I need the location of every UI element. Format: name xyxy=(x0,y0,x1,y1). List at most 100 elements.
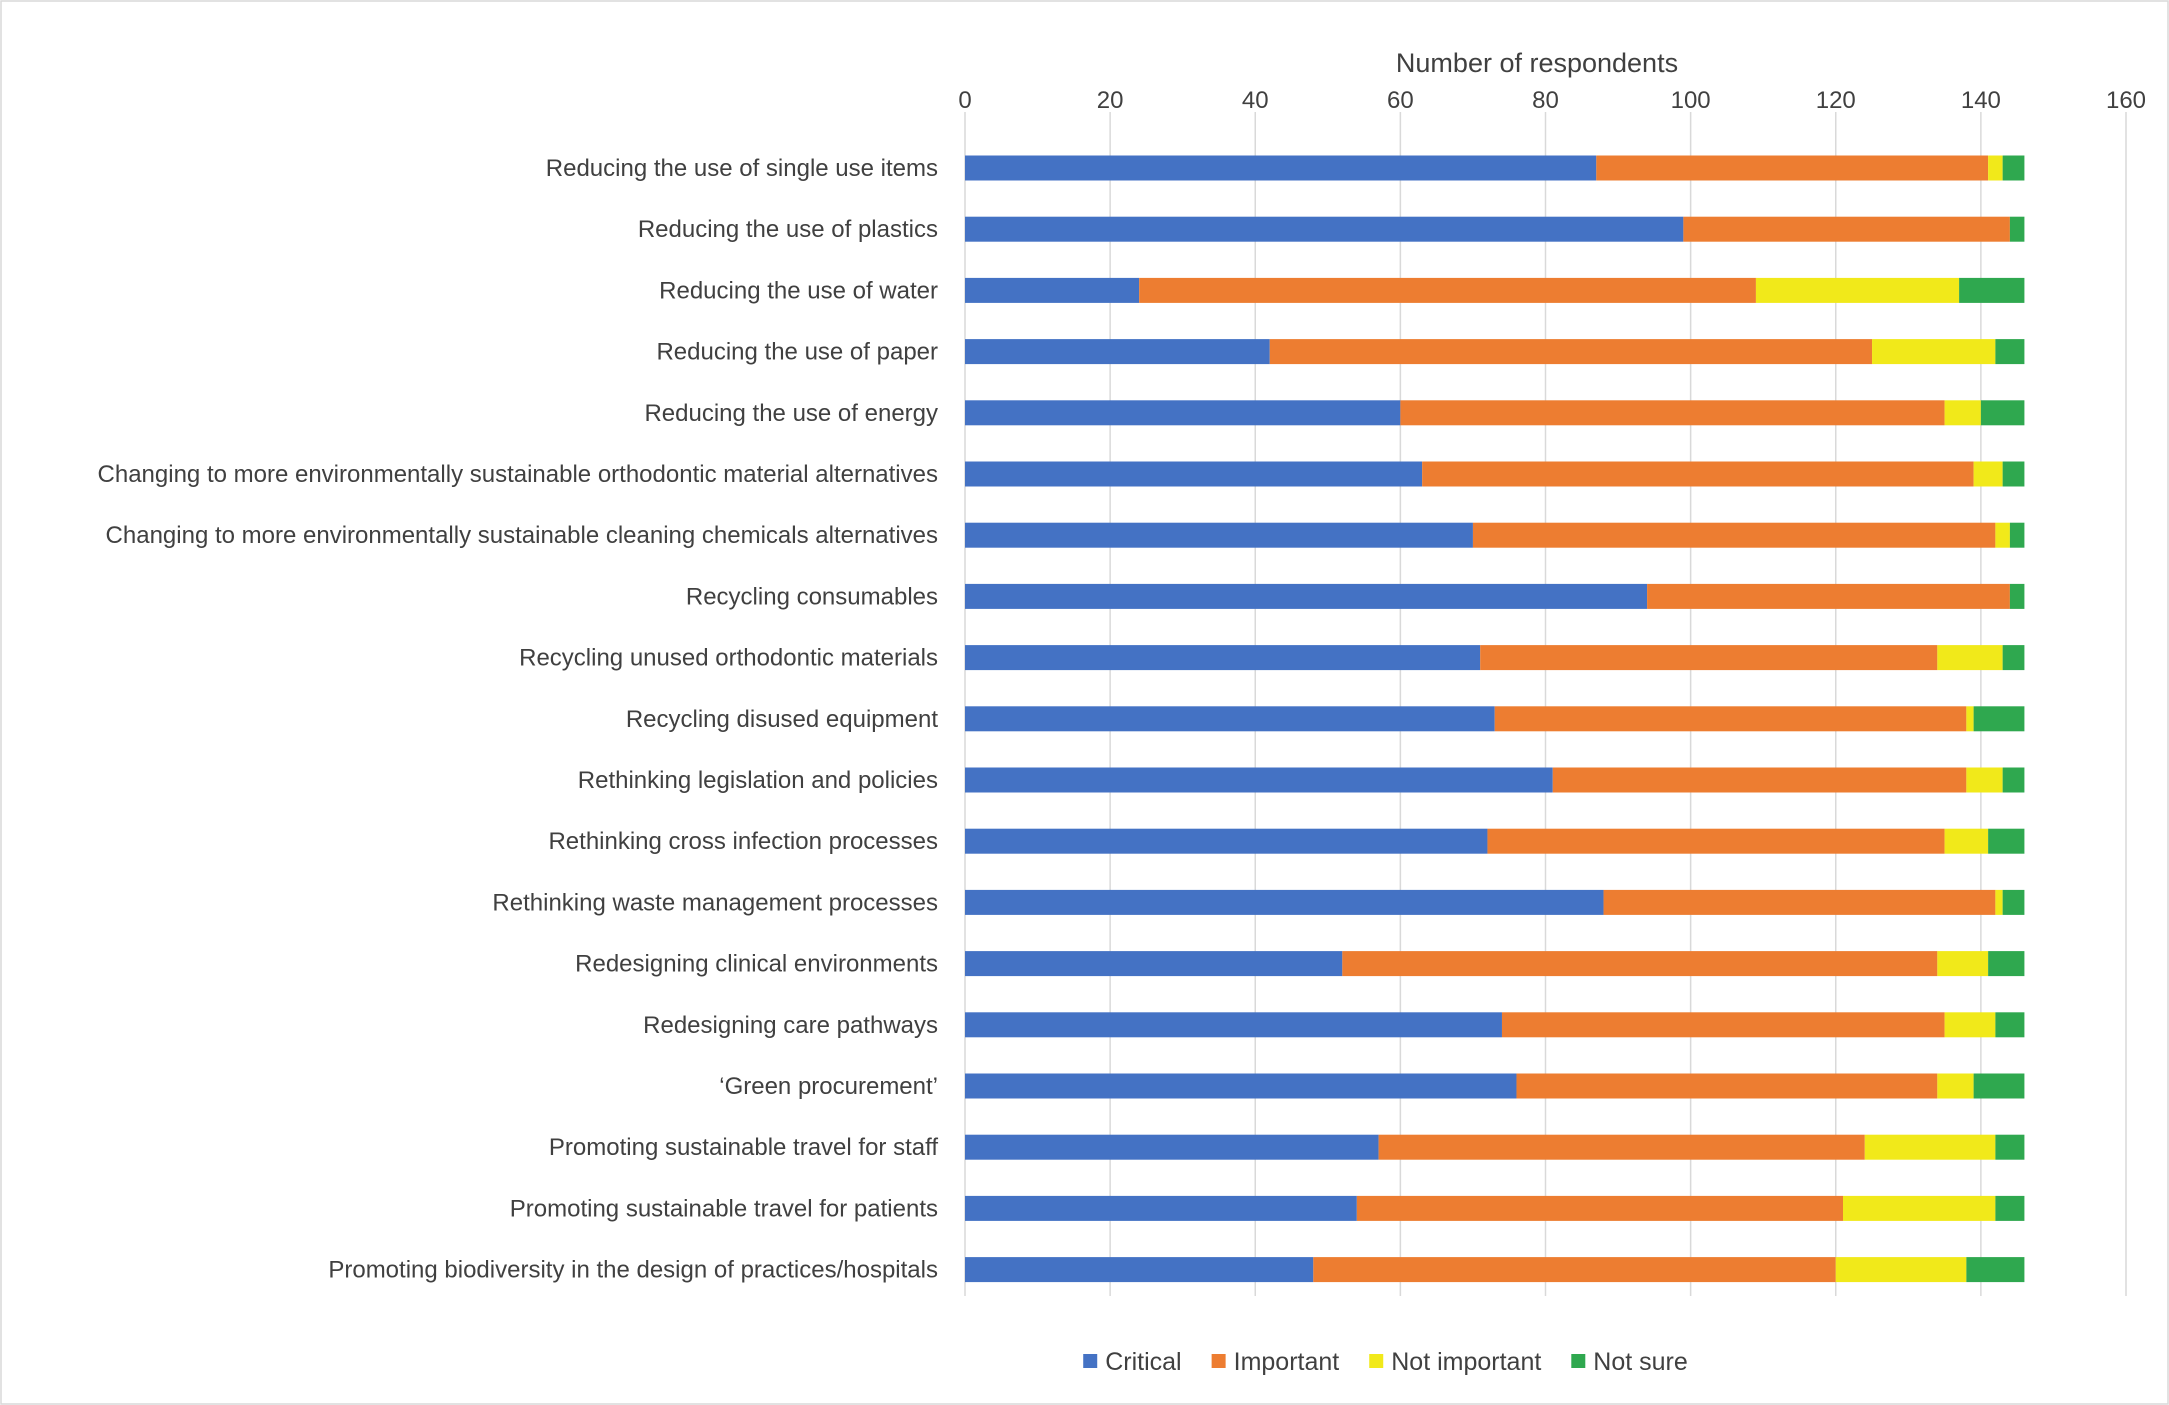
bar-not-important-reducing-the-use-of-energy xyxy=(1944,400,1981,426)
bar-not-sure-changing-to-more-environmentally-sustainable-orthodontic-material-alternatives xyxy=(2002,461,2025,487)
bar-important-reducing-the-use-of-plastics xyxy=(1683,216,2010,242)
bar-not-sure-recycling-unused-orthodontic-materials xyxy=(2002,645,2025,671)
bar-important-redesigning-clinical-environments xyxy=(1342,951,1938,977)
bar-important-reducing-the-use-of-water xyxy=(1139,277,1756,303)
bar-critical-recycling-unused-orthodontic-materials xyxy=(965,645,1481,671)
bar-important-changing-to-more-environmentally-sustainable-orthodontic-material-alternatives xyxy=(1422,461,1974,487)
bar-important-reducing-the-use-of-paper xyxy=(1269,339,1873,365)
bar-critical-changing-to-more-environmentally-sustainable-cleaning-chemicals-alternatives xyxy=(965,522,1473,548)
category-label-promoting-sustainable-travel-for-staff: Promoting sustainable travel for staff xyxy=(549,1134,938,1161)
bar-important-recycling-disused-equipment xyxy=(1494,706,1967,732)
bar-critical-redesigning-clinical-environments xyxy=(965,951,1343,977)
category-label-green-procurement: ‘Green procurement’ xyxy=(719,1073,938,1100)
category-label-reducing-the-use-of-water: Reducing the use of water xyxy=(659,277,938,304)
bar-not-sure-reducing-the-use-of-paper xyxy=(1995,339,2025,365)
bar-important-reducing-the-use-of-single-use-items xyxy=(1596,155,1989,181)
legend-swatch-not-sure xyxy=(1571,1354,1586,1368)
bar-not-sure-promoting-sustainable-travel-for-staff xyxy=(1995,1134,2025,1160)
x-axis-ticks: 0 20 40 60 80 100 120 140 160 xyxy=(958,87,2146,114)
bar-not-important-changing-to-more-environmentally-sustainable-cleaning-chemicals-alternatives xyxy=(1995,522,2010,548)
bar-important-reducing-the-use-of-energy xyxy=(1400,400,1945,426)
bar-important-promoting-sustainable-travel-for-staff xyxy=(1378,1134,1865,1160)
bar-critical-reducing-the-use-of-single-use-items xyxy=(965,155,1597,181)
category-label-reducing-the-use-of-single-use-items: Reducing the use of single use items xyxy=(546,155,938,182)
bar-not-sure-recycling-disused-equipment xyxy=(1973,706,2025,732)
legend-label-important: Important xyxy=(1234,1348,1340,1376)
bar-important-promoting-biodiversity-in-the-design-of-practices-hospitals xyxy=(1313,1257,1836,1283)
legend-swatch-important xyxy=(1211,1354,1226,1368)
bar-not-sure-redesigning-clinical-environments xyxy=(1988,951,2025,977)
bar-critical-redesigning-care-pathways xyxy=(965,1012,1502,1038)
x-tick-label-100: 100 xyxy=(1671,87,1711,114)
bar-critical-reducing-the-use-of-plastics xyxy=(965,216,1684,242)
bar-not-sure-reducing-the-use-of-single-use-items xyxy=(2002,155,2025,181)
bar-not-important-rethinking-waste-management-processes xyxy=(1995,889,2003,915)
bar-not-important-green-procurement xyxy=(1937,1073,1974,1099)
bar-not-sure-reducing-the-use-of-energy xyxy=(1980,400,2025,426)
bar-not-important-promoting-sustainable-travel-for-patients xyxy=(1843,1195,1996,1221)
x-tick-label-140: 140 xyxy=(1961,87,2001,114)
x-tick-label-80: 80 xyxy=(1532,87,1559,114)
category-label-rethinking-legislation-and-policies: Rethinking legislation and policies xyxy=(578,767,938,794)
bar-not-important-rethinking-legislation-and-policies xyxy=(1966,767,2003,793)
bar-not-sure-rethinking-cross-infection-processes xyxy=(1988,828,2025,854)
category-label-redesigning-care-pathways: Redesigning care pathways xyxy=(643,1012,938,1039)
gridlines xyxy=(964,112,2127,1296)
bar-not-sure-promoting-biodiversity-in-the-design-of-practices-hospitals xyxy=(1966,1257,2025,1283)
category-label-promoting-biodiversity-in-the-design-of-practices-hospitals: Promoting biodiversity in the design of … xyxy=(328,1257,938,1284)
category-label-reducing-the-use-of-paper: Reducing the use of paper xyxy=(656,339,938,366)
category-label-promoting-sustainable-travel-for-patients: Promoting sustainable travel for patient… xyxy=(510,1195,938,1222)
bar-important-green-procurement xyxy=(1516,1073,1938,1099)
bar-important-rethinking-cross-infection-processes xyxy=(1487,828,1945,854)
category-label-redesigning-clinical-environments: Redesigning clinical environments xyxy=(575,951,938,978)
bar-not-sure-green-procurement xyxy=(1973,1073,2025,1099)
x-tick-label-0: 0 xyxy=(958,87,971,114)
bar-not-important-changing-to-more-environmentally-sustainable-orthodontic-material-alternatives xyxy=(1973,461,2003,487)
bar-critical-recycling-disused-equipment xyxy=(965,706,1495,732)
x-tick-label-160: 160 xyxy=(2106,87,2146,114)
bar-not-sure-changing-to-more-environmentally-sustainable-cleaning-chemicals-alternatives xyxy=(2009,522,2025,548)
category-label-changing-to-more-environmentally-sustainable-orthodontic-material-alternatives: Changing to more environmentally sustain… xyxy=(98,461,938,488)
bar-not-important-redesigning-care-pathways xyxy=(1944,1012,1996,1038)
x-tick-label-20: 20 xyxy=(1097,87,1124,114)
bar-not-sure-recycling-consumables xyxy=(2009,583,2025,609)
bar-critical-changing-to-more-environmentally-sustainable-orthodontic-material-alternatives xyxy=(965,461,1423,487)
bar-not-sure-promoting-sustainable-travel-for-patients xyxy=(1995,1195,2025,1221)
bar-critical-rethinking-waste-management-processes xyxy=(965,889,1604,915)
bar-not-important-promoting-biodiversity-in-the-design-of-practices-hospitals xyxy=(1835,1257,1967,1283)
legend-label-not-sure: Not sure xyxy=(1593,1348,1687,1376)
bar-not-important-reducing-the-use-of-paper xyxy=(1872,339,1996,365)
bar-critical-reducing-the-use-of-water xyxy=(965,277,1140,303)
bar-critical-reducing-the-use-of-energy xyxy=(965,400,1401,426)
bar-important-rethinking-waste-management-processes xyxy=(1603,889,1996,915)
bar-critical-reducing-the-use-of-paper xyxy=(965,339,1270,365)
bar-not-important-rethinking-cross-infection-processes xyxy=(1944,828,1989,854)
bars xyxy=(965,155,2025,1283)
bar-critical-rethinking-cross-infection-processes xyxy=(965,828,1488,854)
bar-not-important-redesigning-clinical-environments xyxy=(1937,951,1989,977)
bar-critical-green-procurement xyxy=(965,1073,1517,1099)
category-label-reducing-the-use-of-plastics: Reducing the use of plastics xyxy=(638,216,938,243)
legend-swatch-critical xyxy=(1083,1354,1098,1368)
bar-critical-recycling-consumables xyxy=(965,583,1648,609)
bar-not-important-promoting-sustainable-travel-for-staff xyxy=(1864,1134,1996,1160)
category-labels: Reducing the use of single use items Redu… xyxy=(98,155,939,1284)
category-label-changing-to-more-environmentally-sustainable-cleaning-chemicals-alternatives: Changing to more environmentally sustain… xyxy=(106,522,938,549)
bar-important-redesigning-care-pathways xyxy=(1501,1012,1945,1038)
category-label-rethinking-waste-management-processes: Rethinking waste management processes xyxy=(492,889,938,916)
bar-not-sure-reducing-the-use-of-water xyxy=(1959,277,2025,303)
bar-not-important-reducing-the-use-of-single-use-items xyxy=(1988,155,2003,181)
legend: Critical Important Not important Not sure xyxy=(1083,1348,1688,1376)
bar-not-sure-reducing-the-use-of-plastics xyxy=(2009,216,2025,242)
bar-not-important-reducing-the-use-of-water xyxy=(1755,277,1960,303)
category-label-recycling-disused-equipment: Recycling disused equipment xyxy=(626,706,939,733)
category-label-rethinking-cross-infection-processes: Rethinking cross infection processes xyxy=(548,828,938,855)
bar-critical-promoting-sustainable-travel-for-staff xyxy=(965,1134,1379,1160)
bar-critical-rethinking-legislation-and-policies xyxy=(965,767,1553,793)
bar-critical-promoting-biodiversity-in-the-design-of-practices-hospitals xyxy=(965,1257,1314,1283)
bar-not-sure-rethinking-waste-management-processes xyxy=(2002,889,2025,915)
bar-important-changing-to-more-environmentally-sustainable-cleaning-chemicals-alternatives xyxy=(1472,522,1996,548)
legend-label-not-important: Not important xyxy=(1391,1348,1541,1376)
